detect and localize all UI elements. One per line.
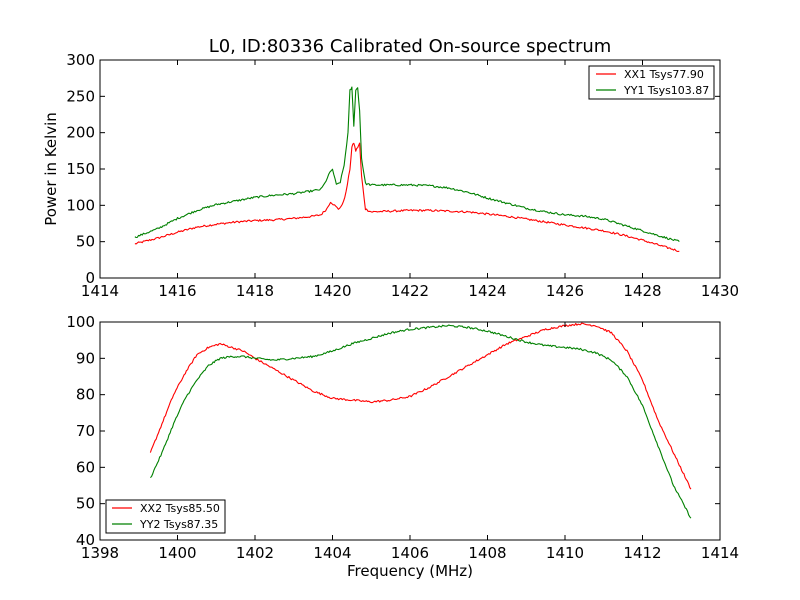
bottom-x-tick-label: 1408	[468, 544, 506, 562]
bottom-y-tick-label: 50	[76, 495, 95, 513]
top-y-tick-label: 50	[76, 233, 95, 251]
bottom-x-tick-label: 1402	[236, 544, 274, 562]
legend-yy2-label: YY2 Tsys87.35	[139, 518, 218, 531]
top-x-tick-label: 1420	[313, 282, 351, 300]
bottom-plot-frame	[99, 321, 721, 541]
legend-xx1-label: XX1 Tsys77.90	[624, 68, 704, 81]
bottom-x-tick-label: 1400	[158, 544, 196, 562]
bottom-ticks-group: 1398 1400 1402 1404 1406 1408 1410 1412 1414 40 50…	[66, 313, 739, 562]
top-y-tick-label: 150	[66, 160, 95, 178]
top-series-green-line	[134, 86, 680, 243]
bottom-x-tick-label: 1406	[391, 544, 429, 562]
legend-yy1-label: YY1 Tsys103.87	[623, 84, 709, 97]
top-series-group	[134, 86, 680, 253]
top-x-tick-label: 1428	[623, 282, 661, 300]
bottom-x-tick-label: 1412	[623, 544, 661, 562]
top-x-tick-label: 1426	[546, 282, 584, 300]
bottom-y-tick-label: 100	[66, 313, 95, 331]
top-ticks-group: 1414 1416 1418 1420 1422 1424 1426 1428 1430 0 50 1…	[66, 51, 739, 300]
bottom-y-tick-label: 90	[76, 349, 95, 367]
top-x-tick-label: 1418	[236, 282, 274, 300]
top-plot-frame	[99, 59, 721, 279]
top-series-red-line	[134, 142, 680, 253]
bottom-series-red-line	[149, 322, 692, 490]
top-x-tick-label: 1424	[468, 282, 506, 300]
top-x-tick-label: 1416	[158, 282, 196, 300]
top-y-tick-label: 200	[66, 124, 95, 142]
bottom-series-green-line	[149, 324, 692, 519]
top-y-axis-label: Power in Kelvin	[42, 112, 60, 226]
bottom-series-group	[149, 322, 692, 519]
top-x-tick-label: 1430	[701, 282, 739, 300]
bottom-y-tick-label: 40	[76, 531, 95, 549]
legend-xx2-label: XX2 Tsys85.50	[140, 502, 220, 515]
bottom-x-tick-label: 1398	[81, 544, 119, 562]
top-legend: XX1 Tsys77.90 YY1 Tsys103.87	[588, 65, 715, 100]
bottom-panel: 1398 1400 1402 1404 1406 1408 1410 1412 1414 40 50…	[66, 313, 739, 580]
bottom-legend: XX2 Tsys85.50 YY2 Tsys87.35	[105, 499, 226, 534]
bottom-y-tick-label: 80	[76, 386, 95, 404]
top-x-tick-label: 1422	[391, 282, 429, 300]
top-panel: 1414 1416 1418 1420 1422 1424 1426 1428 1430 0 50 1…	[42, 51, 739, 300]
top-y-tick-label: 0	[85, 269, 95, 287]
bottom-y-tick-label: 70	[76, 422, 95, 440]
bottom-legend-box	[105, 499, 226, 534]
top-y-tick-label: 250	[66, 87, 95, 105]
top-x-tick-label: 1414	[81, 282, 119, 300]
chart-title: L0, ID:80336 Calibrated On-source spectr…	[209, 36, 612, 57]
bottom-x-tick-label: 1410	[546, 544, 584, 562]
top-y-tick-label: 100	[66, 196, 95, 214]
top-y-tick-label: 300	[66, 51, 95, 69]
top-legend-box	[588, 65, 715, 100]
bottom-x-tick-label: 1404	[313, 544, 351, 562]
bottom-x-tick-label: 1414	[701, 544, 739, 562]
bottom-y-tick-label: 60	[76, 458, 95, 476]
bottom-x-axis-label: Frequency (MHz)	[347, 562, 473, 580]
